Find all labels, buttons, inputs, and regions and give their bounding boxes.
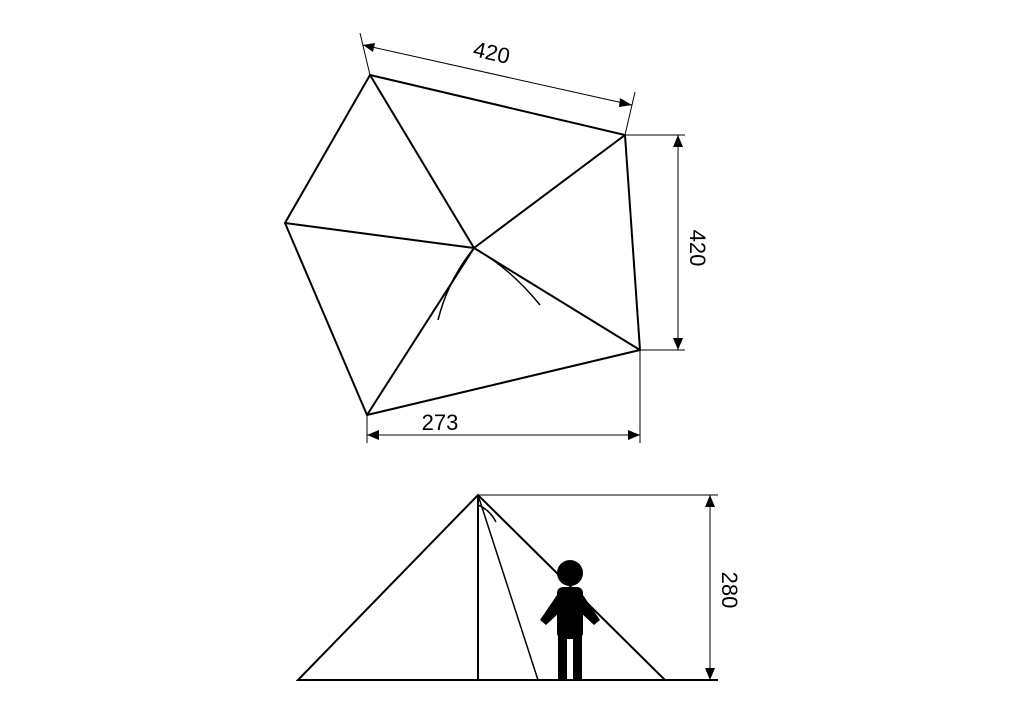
dim-label-top-420: 420 [471,36,512,68]
dimension-height-280: 280 [478,495,742,680]
seam-3 [474,248,640,350]
technical-drawing-svg: 420 420 273 [0,0,1014,717]
door-top-arc [478,505,496,522]
pentagon-outline [285,75,640,415]
tent-triangle [298,495,665,680]
seam-2 [474,135,625,248]
top-view-pentagon: 420 420 273 [285,33,710,443]
seam-5 [285,223,474,248]
door-curve-1 [438,248,474,320]
seam-1 [370,75,474,248]
diagram-container: 420 420 273 [0,0,1014,717]
dim-label-280: 280 [717,572,742,609]
seam-4 [367,248,474,415]
dimension-top-420: 420 [360,33,635,135]
dimension-bottom-273: 273 [367,350,640,443]
door-flap-line [478,495,538,680]
side-view-tent: 280 [298,495,742,680]
dim-label-right-420: 420 [685,230,710,267]
door-curve-2 [474,248,540,305]
dim-label-273: 273 [422,410,459,435]
person-silhouette [540,560,600,680]
